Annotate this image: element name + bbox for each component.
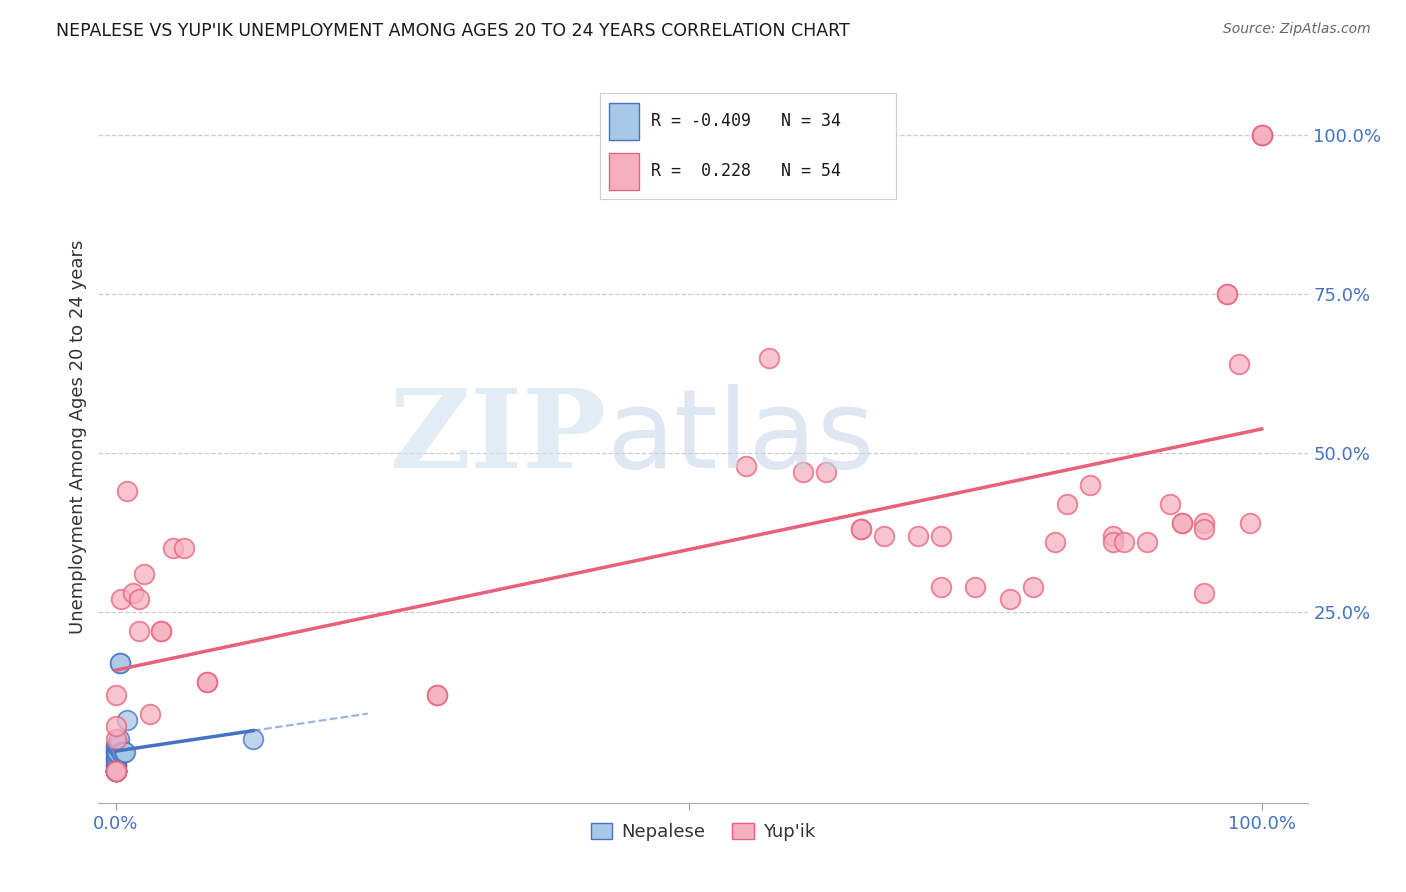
Text: atlas: atlas — [606, 384, 875, 491]
Point — [1114, 535, 1136, 549]
Point — [104, 745, 127, 759]
Point — [108, 739, 131, 753]
Point — [104, 764, 127, 778]
Point — [1250, 128, 1272, 142]
Point — [907, 529, 929, 543]
Point — [195, 675, 218, 690]
Point — [104, 739, 127, 753]
Point — [107, 739, 129, 753]
Point — [998, 592, 1021, 607]
Point — [1194, 586, 1216, 600]
Point — [1136, 535, 1159, 549]
Point — [104, 761, 127, 775]
Point — [139, 706, 162, 721]
Point — [111, 745, 134, 759]
Point — [110, 592, 132, 607]
Point — [1227, 357, 1250, 371]
Point — [815, 465, 838, 479]
Point — [108, 656, 131, 670]
Point — [115, 713, 138, 727]
Point — [929, 529, 952, 543]
Point — [965, 580, 987, 594]
Point — [128, 624, 150, 638]
Point — [872, 529, 894, 543]
Point — [108, 739, 131, 753]
Point — [929, 580, 952, 594]
Point — [735, 458, 758, 473]
Point — [195, 675, 218, 690]
Point — [134, 566, 156, 581]
Point — [104, 764, 127, 778]
Point — [104, 748, 127, 763]
Point — [425, 688, 447, 702]
Point — [104, 764, 127, 778]
Point — [1078, 477, 1101, 491]
Point — [104, 755, 127, 769]
Point — [110, 745, 132, 759]
Point — [104, 688, 127, 702]
Point — [1194, 522, 1216, 536]
Point — [105, 739, 128, 753]
Point — [150, 624, 173, 638]
Point — [104, 745, 127, 759]
Point — [758, 351, 780, 365]
Point — [104, 764, 127, 778]
Point — [104, 764, 127, 778]
Text: ZIP: ZIP — [389, 384, 606, 491]
Legend: Nepalese, Yup'ik: Nepalese, Yup'ik — [583, 816, 823, 848]
Point — [104, 757, 127, 772]
Point — [105, 745, 128, 759]
Text: NEPALESE VS YUP'IK UNEMPLOYMENT AMONG AGES 20 TO 24 YEARS CORRELATION CHART: NEPALESE VS YUP'IK UNEMPLOYMENT AMONG AG… — [56, 22, 851, 40]
Point — [1216, 287, 1239, 301]
Point — [104, 764, 127, 778]
Point — [104, 732, 127, 747]
Point — [108, 656, 131, 670]
Point — [104, 764, 127, 778]
Point — [112, 745, 135, 759]
Point — [104, 751, 127, 765]
Point — [1021, 580, 1043, 594]
Point — [849, 522, 872, 536]
Point — [104, 764, 127, 778]
Point — [114, 745, 136, 759]
Point — [242, 732, 264, 747]
Point — [108, 732, 131, 747]
Point — [162, 541, 184, 556]
Point — [1045, 535, 1067, 549]
Point — [1170, 516, 1192, 530]
Y-axis label: Unemployment Among Ages 20 to 24 years: Unemployment Among Ages 20 to 24 years — [69, 240, 87, 634]
Point — [104, 739, 127, 753]
Point — [1170, 516, 1192, 530]
Point — [1101, 535, 1123, 549]
Point — [1159, 497, 1181, 511]
Text: Source: ZipAtlas.com: Source: ZipAtlas.com — [1223, 22, 1371, 37]
Point — [104, 764, 127, 778]
Point — [173, 541, 195, 556]
Point — [849, 522, 872, 536]
Point — [1250, 128, 1272, 142]
Point — [104, 719, 127, 733]
Point — [104, 764, 127, 778]
Point — [104, 751, 127, 765]
Point — [104, 741, 127, 756]
Point — [1239, 516, 1261, 530]
Point — [1056, 497, 1078, 511]
Point — [150, 624, 173, 638]
Point — [104, 764, 127, 778]
Point — [792, 465, 814, 479]
Point — [115, 484, 138, 499]
Point — [425, 688, 447, 702]
Point — [1250, 128, 1272, 142]
Point — [1216, 287, 1239, 301]
Point — [104, 757, 127, 772]
Point — [128, 592, 150, 607]
Point — [1194, 516, 1216, 530]
Point — [121, 586, 143, 600]
Point — [1101, 529, 1123, 543]
